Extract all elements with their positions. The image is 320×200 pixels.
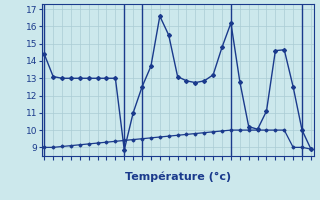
X-axis label: Température (°c): Température (°c) — [124, 171, 231, 182]
